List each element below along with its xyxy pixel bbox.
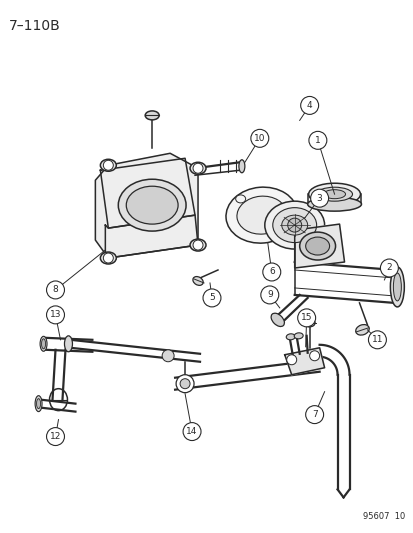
Ellipse shape <box>35 395 42 411</box>
Text: 8: 8 <box>52 286 58 294</box>
Circle shape <box>46 281 64 299</box>
Circle shape <box>368 331 385 349</box>
Text: 5: 5 <box>209 294 214 302</box>
Text: 4: 4 <box>306 101 312 110</box>
Circle shape <box>162 350 174 362</box>
Ellipse shape <box>281 215 307 235</box>
Ellipse shape <box>316 187 351 201</box>
Ellipse shape <box>64 336 72 352</box>
Text: 12: 12 <box>50 432 61 441</box>
Circle shape <box>308 131 326 149</box>
Ellipse shape <box>304 319 314 327</box>
Ellipse shape <box>190 239 206 251</box>
Ellipse shape <box>323 190 345 199</box>
Ellipse shape <box>285 334 294 340</box>
Circle shape <box>380 259 397 277</box>
Ellipse shape <box>145 111 159 120</box>
Circle shape <box>46 306 64 324</box>
Circle shape <box>262 263 280 281</box>
Ellipse shape <box>272 208 316 243</box>
Circle shape <box>192 163 202 173</box>
Text: 1: 1 <box>314 136 320 145</box>
Circle shape <box>286 355 296 365</box>
Polygon shape <box>100 158 195 228</box>
Ellipse shape <box>41 339 45 349</box>
Circle shape <box>260 286 278 304</box>
Circle shape <box>250 130 268 147</box>
Ellipse shape <box>355 325 368 335</box>
Circle shape <box>176 375 194 393</box>
Ellipse shape <box>294 333 302 339</box>
Circle shape <box>310 189 328 207</box>
Text: 7–110B: 7–110B <box>9 19 60 33</box>
Circle shape <box>103 253 113 263</box>
Text: 15: 15 <box>300 313 312 322</box>
Circle shape <box>305 406 323 424</box>
Circle shape <box>297 309 315 327</box>
Ellipse shape <box>100 159 116 171</box>
Text: 14: 14 <box>186 427 197 436</box>
Circle shape <box>192 240 202 250</box>
Text: 13: 13 <box>50 310 61 319</box>
Ellipse shape <box>236 196 286 234</box>
Text: 10: 10 <box>254 134 265 143</box>
Circle shape <box>103 160 113 170</box>
Ellipse shape <box>389 267 404 307</box>
Text: 7: 7 <box>311 410 317 419</box>
Ellipse shape <box>238 160 244 173</box>
Ellipse shape <box>40 336 47 351</box>
Text: 6: 6 <box>268 268 274 277</box>
Polygon shape <box>95 154 197 258</box>
Ellipse shape <box>277 228 287 236</box>
Ellipse shape <box>36 399 40 409</box>
Ellipse shape <box>307 197 361 211</box>
Circle shape <box>180 379 190 389</box>
Polygon shape <box>284 348 324 375</box>
Ellipse shape <box>235 195 245 203</box>
Text: 95607  10: 95607 10 <box>362 512 404 521</box>
Circle shape <box>300 96 318 115</box>
Circle shape <box>202 289 221 307</box>
Ellipse shape <box>225 187 297 243</box>
Circle shape <box>309 351 319 361</box>
Text: 9: 9 <box>266 290 272 300</box>
Ellipse shape <box>299 232 335 260</box>
Text: 2: 2 <box>386 263 391 272</box>
Polygon shape <box>294 224 344 268</box>
Polygon shape <box>105 215 197 258</box>
Circle shape <box>287 218 301 232</box>
Ellipse shape <box>100 252 116 264</box>
Ellipse shape <box>118 179 185 231</box>
Circle shape <box>46 427 64 446</box>
Ellipse shape <box>392 273 400 301</box>
Ellipse shape <box>308 183 360 205</box>
Ellipse shape <box>192 277 203 285</box>
Text: 3: 3 <box>316 193 322 203</box>
Ellipse shape <box>271 313 284 327</box>
Ellipse shape <box>126 186 178 224</box>
Circle shape <box>183 423 201 441</box>
Ellipse shape <box>305 237 329 255</box>
Text: 11: 11 <box>371 335 382 344</box>
Ellipse shape <box>190 162 206 174</box>
Ellipse shape <box>264 201 324 249</box>
